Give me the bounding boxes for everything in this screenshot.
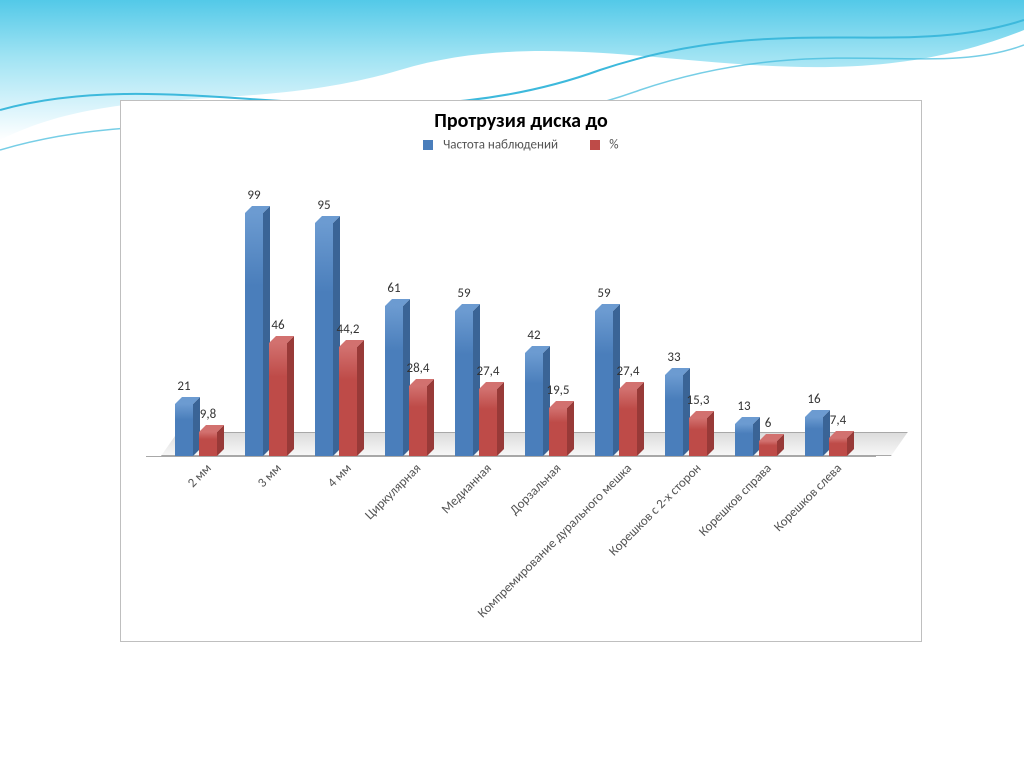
- x-label: Компремирование дурального мешка: [475, 461, 635, 621]
- x-label: 3 мм: [255, 461, 285, 491]
- data-label: 15,3: [686, 393, 709, 408]
- bar: 16: [805, 417, 823, 456]
- bar: 44,2: [339, 347, 357, 456]
- x-label: Медианная: [439, 461, 495, 517]
- data-label: 6: [765, 416, 772, 431]
- bar: 42: [525, 353, 543, 456]
- legend-item-series1: Частота наблюдений: [423, 135, 558, 154]
- bar: 15,3: [689, 418, 707, 456]
- bar: 13: [735, 424, 753, 456]
- bar: 27,4: [619, 389, 637, 456]
- chart-title: Протрузия диска до: [121, 109, 921, 133]
- data-label: 59: [457, 286, 470, 301]
- x-label: 4 мм: [325, 461, 355, 491]
- bar: 59: [595, 311, 613, 456]
- plot-floor-edge: [146, 456, 876, 457]
- legend-label-series2: %: [609, 138, 618, 153]
- bar: 27,4: [479, 389, 497, 456]
- data-label: 27,4: [616, 364, 639, 379]
- data-label: 42: [527, 328, 540, 343]
- bar: 21: [175, 404, 193, 456]
- x-label: Корешков справа: [696, 461, 775, 540]
- legend-label-series1: Частота наблюдений: [443, 138, 558, 153]
- plot-area: 219,899469544,26128,45927,44219,55927,43…: [161, 176, 891, 456]
- x-label: Циркулярная: [362, 461, 424, 523]
- bar: 19,5: [549, 408, 567, 456]
- data-label: 7,4: [830, 413, 846, 428]
- bar: 95: [315, 223, 333, 456]
- legend-swatch-series2: [590, 140, 600, 150]
- bar: 99: [245, 213, 263, 456]
- bar: 59: [455, 311, 473, 456]
- data-label: 46: [271, 318, 284, 333]
- x-label: 2 мм: [185, 461, 215, 491]
- data-label: 13: [737, 399, 750, 414]
- data-label: 28,4: [406, 361, 429, 376]
- data-label: 16: [807, 392, 820, 407]
- bar: 9,8: [199, 432, 217, 456]
- chart-card: Протрузия диска до Частота наблюдений % …: [120, 100, 922, 642]
- data-label: 59: [597, 286, 610, 301]
- x-label: Дорзальная: [507, 461, 564, 518]
- data-label: 19,5: [546, 383, 569, 398]
- bar: 33: [665, 375, 683, 456]
- data-label: 44,2: [336, 322, 359, 337]
- legend-swatch-series1: [423, 140, 433, 150]
- x-label: Корешков слева: [771, 461, 845, 535]
- x-axis-labels: 2 мм 3 мм 4 ммЦиркулярная МедианнаяДорзальн…: [161, 461, 891, 631]
- bar: 28,4: [409, 386, 427, 456]
- data-label: 21: [177, 379, 190, 394]
- legend-item-series2: %: [590, 135, 619, 154]
- bar: 61: [385, 306, 403, 456]
- bar: 7,4: [829, 438, 847, 456]
- data-label: 9,8: [200, 407, 216, 422]
- data-label: 61: [387, 281, 400, 296]
- data-label: 95: [317, 198, 330, 213]
- data-label: 33: [667, 350, 680, 365]
- data-label: 27,4: [476, 364, 499, 379]
- bar: 46: [269, 343, 287, 456]
- legend: Частота наблюдений %: [121, 135, 921, 154]
- data-label: 99: [247, 188, 260, 203]
- bar: 6: [759, 441, 777, 456]
